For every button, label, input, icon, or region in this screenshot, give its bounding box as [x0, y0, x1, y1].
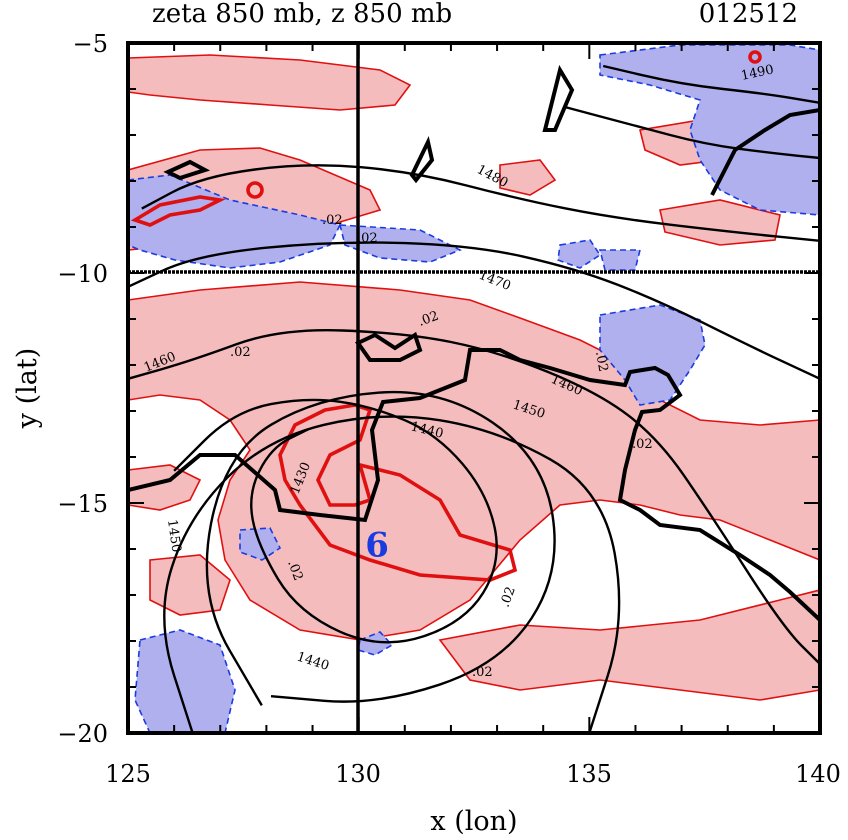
- negative-vorticity-region: [598, 249, 642, 271]
- storm-marker: 6: [365, 525, 389, 565]
- vorticity-label: .02: [592, 350, 610, 373]
- vorticity-label: .02: [472, 665, 493, 680]
- y-tick-label: −20: [57, 720, 108, 748]
- negative-vorticity-region: [357, 631, 394, 656]
- vorticity-label: .02: [357, 231, 378, 246]
- y-tick-label: −15: [57, 490, 108, 518]
- height-contour-1480: [141, 164, 820, 242]
- strong-positive-contour: [246, 181, 264, 199]
- height-contour-1470: [128, 241, 820, 380]
- strong-positive-contour: [130, 195, 226, 227]
- positive-vorticity-region: [499, 159, 557, 196]
- vorticity-label: .02: [230, 345, 251, 360]
- y-tick-label: −10: [57, 260, 108, 288]
- height-contour-1450: [163, 415, 621, 733]
- coastline-line: [163, 159, 211, 181]
- x-axis-label: x (lon): [430, 806, 517, 837]
- vorticity-label: .02: [322, 213, 343, 228]
- plot-frame: [126, 41, 822, 735]
- height-contour-1460: [128, 329, 820, 665]
- positive-vorticity-region: [128, 54, 412, 111]
- axis-ticks: [127, 42, 821, 734]
- height-contours: [128, 64, 820, 733]
- plot-area: 1480 1470 1460 1450 1440 1430 1450 1460 …: [128, 43, 820, 733]
- vorticity-label: .02: [632, 437, 653, 452]
- y-tick-label: −5: [73, 30, 108, 58]
- positive-vorticity-region: [438, 589, 820, 701]
- coastline-line: [409, 135, 435, 184]
- coastline-line: [710, 108, 820, 196]
- coastline-line: [354, 331, 423, 362]
- vorticity-labels: .02 .02 .02 .02 .02 .02 .02 .02 .02: [230, 213, 653, 680]
- vorticity-label: .02: [416, 309, 441, 330]
- negative-vorticity-region: [599, 44, 820, 216]
- coastline: [128, 64, 820, 622]
- x-tick-label: 130: [335, 760, 381, 788]
- positive-vorticity-region: [149, 554, 231, 616]
- y-axis-label: y (lat): [12, 348, 43, 430]
- negative-vorticity-region: [557, 239, 602, 269]
- positive-vorticity-region: [128, 464, 202, 511]
- chart-title: zeta 850 mb, z 850 mb: [152, 0, 452, 29]
- x-tick-label: 125: [105, 760, 151, 788]
- vorticity-label: .02: [284, 558, 305, 583]
- height-label: 1450: [164, 518, 183, 553]
- x-tick-label: 140: [795, 760, 841, 788]
- height-contour-1440: [205, 390, 556, 707]
- height-label: 1490: [740, 62, 775, 84]
- height-label: 1440: [295, 650, 331, 674]
- strong-positive-contour: [278, 403, 518, 582]
- chart-title-right: 012512: [699, 0, 798, 29]
- positive-vorticity-region: [128, 281, 820, 641]
- negative-vorticity-region: [134, 629, 236, 733]
- coastline-line: [542, 64, 575, 132]
- height-contour-1500: [602, 64, 820, 104]
- strong-positive-contours: [130, 50, 762, 582]
- height-contour-1490: [565, 106, 820, 160]
- vorticity-label: .02: [498, 585, 519, 610]
- strong-positive-contour: [748, 50, 762, 64]
- x-tick-label: 135: [566, 760, 612, 788]
- height-contour-1430: [173, 398, 498, 644]
- coastline-line: [128, 348, 820, 622]
